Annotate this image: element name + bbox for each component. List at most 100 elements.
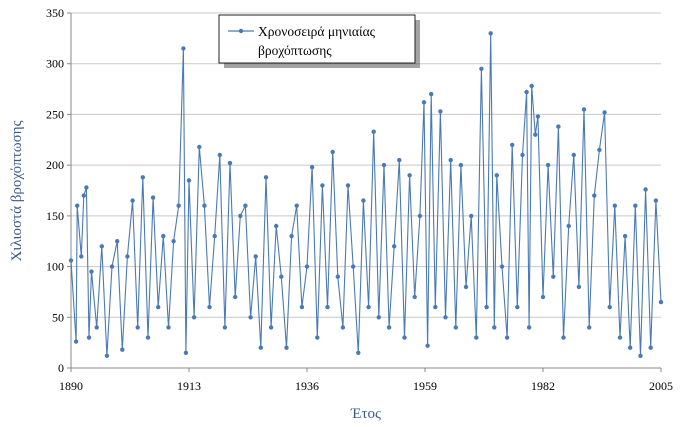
data-point	[340, 325, 346, 330]
data-point	[181, 46, 186, 51]
data-point	[529, 83, 534, 89]
data-point	[628, 345, 633, 350]
data-point	[417, 213, 423, 219]
data-point	[515, 304, 520, 310]
data-point	[658, 299, 664, 305]
x-tick-label: 1913	[177, 379, 201, 393]
data-point	[633, 203, 638, 208]
y-tick-label: 100	[46, 260, 64, 274]
data-point	[653, 198, 659, 203]
data-point	[643, 187, 648, 192]
data-point	[284, 345, 289, 350]
data-point	[429, 91, 434, 97]
data-point	[176, 203, 181, 208]
data-point	[227, 160, 233, 166]
data-point	[81, 193, 87, 198]
data-point	[233, 294, 238, 300]
legend: Χρονοσειρά μηνιαίας βροχόπτωσης	[218, 14, 420, 68]
data-point	[371, 129, 376, 134]
data-point	[351, 264, 356, 269]
y-tick-label: 50	[52, 310, 64, 324]
data-point	[566, 223, 571, 229]
data-point	[392, 244, 397, 249]
data-point	[145, 335, 151, 340]
data-point	[94, 325, 99, 330]
y-tick-labels: 0 50 100 150 200 250 300 350	[46, 6, 64, 375]
axes	[67, 12, 662, 372]
data-point	[186, 178, 192, 183]
data-point	[433, 304, 438, 310]
data-point	[99, 244, 105, 249]
plot-area	[68, 31, 664, 358]
data-point	[617, 335, 623, 340]
data-point	[243, 203, 248, 208]
data-point	[504, 335, 510, 340]
data-point	[135, 325, 140, 330]
data-point	[68, 258, 74, 263]
data-point	[381, 162, 387, 168]
data-point	[156, 304, 161, 310]
data-point	[325, 304, 330, 310]
legend-label-line-2: βροχόπτωσης	[258, 43, 332, 58]
y-tick-label: 300	[46, 57, 64, 71]
x-tick-label: 2005	[649, 379, 673, 393]
data-point	[248, 315, 253, 320]
data-point	[526, 325, 532, 330]
data-point	[425, 343, 430, 348]
y-gridlines	[71, 12, 661, 318]
legend-marker-swatch	[238, 28, 244, 34]
series-line	[70, 32, 662, 357]
data-point	[622, 233, 628, 239]
data-point	[571, 152, 576, 158]
data-point	[191, 315, 197, 320]
data-point	[289, 233, 294, 239]
data-point	[253, 254, 258, 259]
data-point	[592, 193, 597, 198]
data-point	[130, 198, 135, 203]
data-point	[309, 165, 315, 170]
data-point	[443, 315, 448, 320]
data-point	[551, 274, 556, 279]
data-point	[171, 239, 176, 244]
data-point	[510, 142, 515, 148]
data-point	[279, 274, 284, 279]
data-point	[607, 304, 612, 310]
data-point	[520, 152, 525, 158]
data-point	[345, 183, 351, 188]
data-point	[238, 213, 243, 219]
data-point	[494, 173, 499, 178]
data-point	[315, 335, 320, 340]
data-point	[320, 183, 325, 188]
data-point	[597, 147, 602, 153]
data-point	[638, 353, 643, 358]
data-point	[581, 107, 587, 112]
x-tick-labels: 1890 1913 1936 1959 1982 2005	[59, 379, 673, 393]
data-point	[197, 144, 202, 150]
data-point	[469, 213, 474, 219]
data-point	[576, 284, 582, 290]
data-point	[109, 264, 115, 269]
data-point	[299, 304, 305, 310]
data-point	[75, 203, 80, 208]
data-point	[492, 325, 497, 330]
data-point	[161, 233, 166, 239]
data-point	[463, 284, 469, 290]
x-axis-title: Έτος	[350, 406, 381, 422]
data-point	[499, 264, 505, 269]
data-point	[533, 132, 538, 137]
data-point	[222, 325, 228, 330]
data-point	[402, 335, 407, 340]
data-point	[587, 325, 592, 330]
data-point	[648, 345, 653, 350]
data-point	[412, 294, 417, 300]
data-point	[438, 109, 443, 114]
data-point	[263, 175, 269, 180]
data-point	[202, 203, 207, 208]
data-point	[89, 269, 94, 274]
data-point	[217, 152, 222, 158]
data-point	[535, 114, 541, 119]
data-point	[73, 339, 79, 344]
x-tick-label: 1982	[531, 379, 555, 393]
data-point	[207, 304, 212, 310]
